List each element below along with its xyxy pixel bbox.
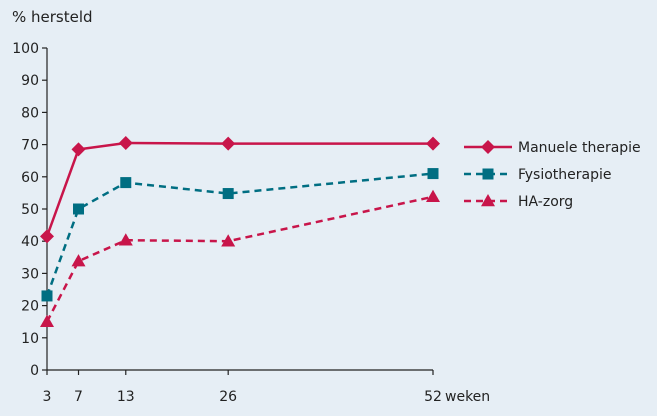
y-tick-label: 90 bbox=[21, 73, 39, 89]
legend-item: HA-zorg bbox=[464, 194, 573, 210]
legend-item: Fysiotherapie bbox=[464, 167, 612, 183]
x-tick-label: 3 bbox=[43, 389, 52, 405]
series-layer bbox=[40, 135, 440, 327]
series-line bbox=[45, 141, 433, 237]
data-point bbox=[40, 229, 54, 244]
data-point bbox=[120, 177, 132, 189]
legend-marker bbox=[482, 168, 494, 180]
data-point bbox=[221, 136, 236, 151]
y-tick-label: 10 bbox=[21, 331, 39, 347]
y-tick-label: 100 bbox=[12, 41, 39, 57]
y-tick-label: 40 bbox=[21, 234, 39, 250]
data-point bbox=[118, 135, 133, 150]
legend-label: Fysiotherapie bbox=[518, 167, 612, 183]
x-tick-label: 13 bbox=[117, 389, 135, 405]
series-2 bbox=[40, 189, 440, 327]
data-point bbox=[427, 168, 439, 180]
series-line bbox=[45, 195, 434, 323]
legend-marker bbox=[481, 194, 495, 207]
data-point bbox=[40, 314, 54, 327]
x-tick-label: 26 bbox=[219, 389, 237, 405]
x-axis-label: weken bbox=[445, 389, 490, 405]
y-tick-label: 70 bbox=[21, 138, 39, 154]
data-point bbox=[426, 136, 440, 151]
legend-label: HA-zorg bbox=[518, 194, 573, 210]
legend: Manuele therapie Fysiotherapie HA-zorg bbox=[464, 140, 641, 210]
data-point bbox=[71, 142, 86, 157]
y-axis: 0 10 20 30 40 50 60 70 80 90 100 bbox=[12, 41, 48, 379]
series-line bbox=[45, 172, 434, 297]
x-tick-label: 7 bbox=[74, 389, 83, 405]
x-axis: 3 7 13 26 52 weken bbox=[43, 369, 490, 405]
series-1 bbox=[41, 168, 439, 302]
legend-marker bbox=[481, 140, 495, 154]
legend-label: Manuele therapie bbox=[518, 140, 641, 156]
y-tick-label: 20 bbox=[21, 299, 39, 315]
data-point bbox=[426, 189, 440, 203]
data-point bbox=[73, 203, 85, 215]
data-point bbox=[41, 290, 53, 302]
y-tick-label: 80 bbox=[21, 105, 39, 121]
y-axis-label: % hersteld bbox=[12, 8, 93, 26]
legend-item: Manuele therapie bbox=[464, 140, 641, 156]
series-0 bbox=[40, 135, 440, 244]
y-tick-label: 30 bbox=[21, 266, 39, 282]
data-point bbox=[221, 234, 236, 247]
y-tick-label: 60 bbox=[21, 170, 39, 186]
y-tick-label: 50 bbox=[21, 202, 39, 218]
data-point bbox=[71, 254, 86, 267]
data-point bbox=[222, 188, 234, 200]
x-tick-label: 52 bbox=[424, 389, 442, 405]
y-tick-label: 0 bbox=[30, 363, 39, 379]
data-point bbox=[118, 233, 133, 246]
